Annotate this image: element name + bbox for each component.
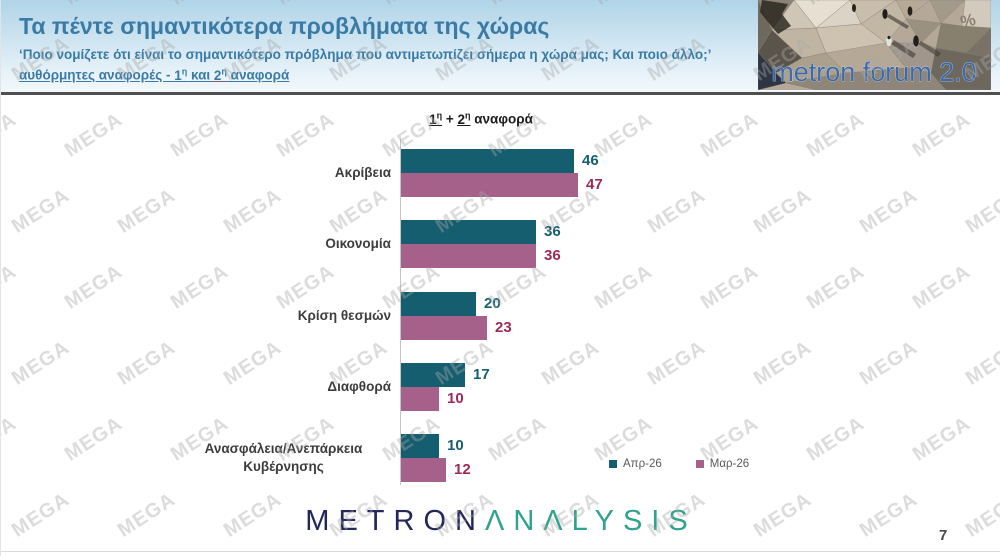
mega-watermark: MEGA [802, 260, 869, 314]
value-label: 10 [447, 437, 464, 454]
method-mid: και [187, 67, 214, 83]
mega-watermark: MEGA [537, 336, 604, 390]
legend-label: Μαρ-26 [709, 458, 750, 470]
category-label: Ακρίβεια [334, 165, 391, 181]
page-number: 7 [939, 527, 948, 544]
legend-item: Μαρ-26 [695, 458, 750, 470]
mega-watermark: MEGA [749, 184, 816, 238]
bar-Απρ-26 [401, 149, 574, 173]
y-axis-line [400, 139, 401, 485]
mega-watermark: MEGA [855, 336, 922, 390]
mega-watermark: MEGA [0, 260, 21, 314]
value-label: 12 [454, 461, 471, 478]
category-label: Ανασφάλεια/Ανεπάρκεια Κυβέρνησης [204, 441, 363, 474]
title-plus: + [442, 111, 458, 127]
legend-label: Απρ-26 [623, 458, 662, 470]
value-label: 20 [484, 295, 501, 312]
mega-watermark: MEGA [908, 412, 975, 466]
bar-Απρ-26 [401, 363, 465, 387]
chart-title: 1η + 2η αναφορά [401, 110, 561, 127]
metron-analysis-logo: METRONΛNΛLYSIS [1, 505, 1000, 538]
mega-watermark: MEGA [7, 184, 74, 238]
title-ref1: 1η [429, 110, 443, 127]
method-suffix: αναφορά [226, 67, 290, 83]
brand-wordmark: metron forum 2.0 [771, 57, 977, 87]
mega-watermark: MEGA [696, 108, 763, 162]
mega-watermark: MEGA [60, 260, 127, 314]
chart-legend: Απρ-26 Μαρ-26 [609, 458, 749, 470]
logo-metron: METRON [305, 505, 485, 537]
value-label: 23 [495, 319, 512, 336]
bar-Μαρ-26 [401, 244, 536, 268]
header-divider [1, 92, 1000, 95]
mega-watermark: MEGA [643, 184, 710, 238]
percent-icon: % [958, 10, 977, 32]
bar-Απρ-26 [401, 220, 536, 244]
mega-watermark: MEGA [219, 184, 286, 238]
category-label: Οικονομία [325, 236, 391, 252]
mega-watermark: MEGA [855, 184, 922, 238]
mega-watermark: MEGA [60, 108, 127, 162]
value-label: 10 [447, 390, 464, 407]
mega-watermark: MEGA [0, 412, 21, 466]
category-label: Κρίση θεσμών [297, 308, 391, 324]
mega-watermark: MEGA [802, 412, 869, 466]
mega-watermark: MEGA [272, 108, 339, 162]
mega-watermark: MEGA [908, 108, 975, 162]
bar-Μαρ-26 [401, 458, 446, 482]
title-suffix: αναφορά [470, 111, 533, 127]
category-label: Διαφθορά [327, 379, 391, 395]
value-label: 46 [582, 152, 599, 169]
mega-watermark: MEGA [484, 412, 551, 466]
bar-Απρ-26 [401, 434, 439, 458]
mega-watermark: MEGA [166, 260, 233, 314]
mega-watermark: MEGA [60, 412, 127, 466]
legend-swatch [695, 460, 704, 468]
legend-swatch [609, 460, 617, 468]
mega-watermark: MEGA [113, 336, 180, 390]
mega-watermark: MEGA [908, 260, 975, 314]
footer-divider [1, 551, 1000, 552]
mega-watermark: MEGA [113, 184, 180, 238]
value-label: 17 [473, 366, 490, 383]
value-label: 36 [544, 247, 561, 264]
plaza-mosaic-image: % metron forum 2.0 [757, 0, 992, 91]
value-label: 47 [586, 176, 603, 193]
mega-watermark: MEGA [0, 108, 21, 162]
mega-watermark: MEGA [643, 336, 710, 390]
header: Τα πέντε σημαντικότερα προβλήματα της χώ… [1, 0, 1000, 92]
title-ref2: 2η [457, 110, 471, 127]
mega-watermark: MEGA [961, 336, 1000, 390]
method-ref2: 2η [213, 66, 227, 83]
mega-watermark: MEGA [749, 336, 816, 390]
method-note: αυθόρμητες αναφορές - 1η και 2η αναφορά [19, 66, 289, 83]
survey-question: ‘Ποιο νομίζετε ότι είναι το σημαντικότερ… [19, 47, 712, 62]
metron-forum-photo: % metron forum 2.0 [757, 0, 992, 91]
bar-Μαρ-26 [401, 316, 487, 340]
mega-watermark: MEGA [219, 336, 286, 390]
mega-watermark: MEGA [802, 108, 869, 162]
mega-watermark: MEGA [590, 108, 657, 162]
method-ref1: 1η [174, 66, 188, 83]
legend-item: Απρ-26 [609, 458, 662, 470]
logo-analysis: ΛNΛLYSIS [484, 505, 697, 537]
people-silhouettes [760, 0, 941, 58]
bar-Μαρ-26 [401, 173, 578, 197]
method-prefix: αυθόρμητες αναφορές - [19, 67, 175, 83]
mega-watermark: MEGA [696, 260, 763, 314]
mega-watermark: MEGA [166, 108, 233, 162]
bar-Απρ-26 [401, 292, 476, 316]
mega-watermark: MEGA [7, 336, 74, 390]
value-label: 36 [544, 223, 561, 240]
mega-watermark: MEGA [590, 260, 657, 314]
mega-watermark: MEGA [961, 184, 1000, 238]
page-title: Τα πέντε σημαντικότερα προβλήματα της χώ… [19, 13, 550, 39]
bar-Μαρ-26 [401, 387, 439, 411]
